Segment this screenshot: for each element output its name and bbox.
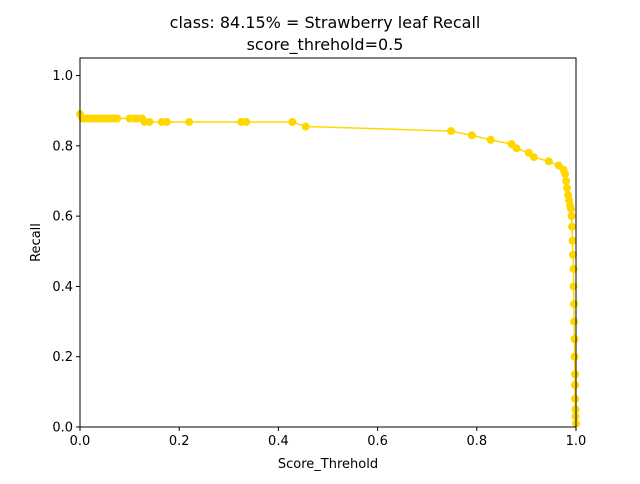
data-point bbox=[512, 144, 521, 153]
data-point bbox=[568, 236, 577, 245]
data-point bbox=[529, 153, 538, 162]
data-point bbox=[571, 394, 580, 403]
x-axis-ticks: 0.0 0.2 0.4 0.6 0.8 1.0 bbox=[70, 427, 587, 449]
y-tick-label: 0.2 bbox=[52, 350, 73, 365]
chart-title: class: 84.15% = Strawberry leaf Recall bbox=[170, 13, 481, 32]
y-tick-label: 0.6 bbox=[52, 210, 73, 225]
data-point bbox=[567, 212, 576, 221]
y-tick-label: 0.8 bbox=[52, 139, 73, 154]
data-point bbox=[113, 114, 122, 123]
data-point bbox=[568, 222, 577, 231]
y-axis-label: Recall bbox=[29, 223, 44, 262]
data-point bbox=[569, 250, 578, 259]
x-tick-label: 0.8 bbox=[466, 434, 487, 449]
data-point bbox=[563, 184, 572, 193]
data-point bbox=[570, 335, 579, 344]
plot-area bbox=[76, 110, 580, 428]
data-point bbox=[162, 117, 171, 126]
x-tick-label: 1.0 bbox=[566, 434, 587, 449]
data-point bbox=[486, 135, 495, 144]
x-tick-label: 0.2 bbox=[169, 434, 190, 449]
data-point bbox=[544, 157, 553, 166]
axes-frame bbox=[79, 57, 577, 428]
y-tick-label: 0.0 bbox=[52, 421, 73, 436]
data-point bbox=[571, 370, 580, 379]
data-point bbox=[570, 317, 579, 326]
y-tick-label: 1.0 bbox=[52, 69, 73, 84]
x-axis-label: Score_Threhold bbox=[278, 457, 378, 472]
data-point bbox=[561, 169, 570, 178]
x-tick-label: 0.6 bbox=[367, 434, 388, 449]
data-point bbox=[288, 117, 297, 126]
y-axis-ticks: 0.0 0.2 0.4 0.6 0.8 1.0 bbox=[52, 69, 80, 436]
data-point bbox=[467, 131, 476, 140]
data-point bbox=[562, 177, 571, 185]
data-point bbox=[242, 117, 251, 126]
x-tick-label: 0.4 bbox=[268, 434, 289, 449]
data-point bbox=[571, 380, 580, 389]
chart-subtitle: score_threhold=0.5 bbox=[247, 35, 404, 55]
data-point bbox=[447, 127, 456, 136]
data-point bbox=[301, 122, 310, 131]
x-tick-label: 0.0 bbox=[70, 434, 91, 449]
data-point bbox=[570, 300, 579, 308]
data-point bbox=[570, 352, 579, 361]
y-tick-label: 0.4 bbox=[52, 280, 73, 295]
data-point bbox=[567, 205, 576, 214]
data-point bbox=[145, 117, 154, 126]
data-point bbox=[185, 117, 194, 126]
